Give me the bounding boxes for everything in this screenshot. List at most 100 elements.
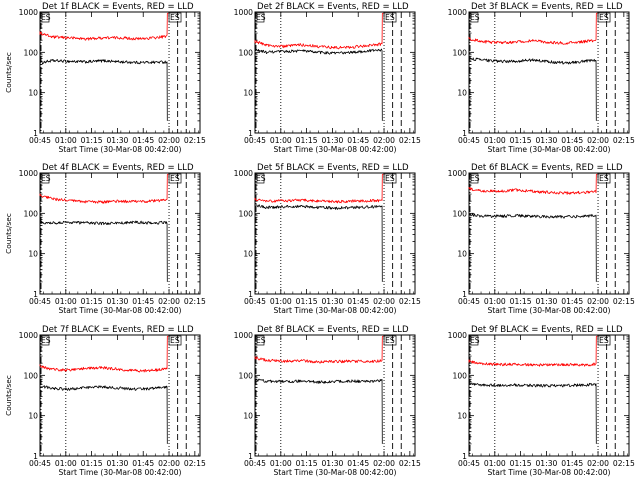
panel-3-xtick-label: 01:15 [510,136,532,145]
panel-9-ytick-label: 1000 [448,331,467,340]
panel-7-ytick-label: 1000 [19,331,38,340]
panel-7-ytick-label: 10 [28,412,38,421]
panel-8-title: Det 8f BLACK = Events, RED = LLD [257,325,409,335]
panel-7-marker-start-box [39,335,50,346]
panel-1-xtick-label: 00:45 [29,136,51,145]
panel-2-xtick-label: 02:00 [373,136,395,145]
panel-7-ytick-label: 1 [33,452,38,461]
panel-6-xtick-label: 00:45 [458,297,480,306]
panel-4-ylabel: Counts/sec [4,213,13,254]
panel-4-marker-start-box [39,173,50,184]
panel-8-marker-start-box [254,335,265,346]
panel-6-xlabel: Start Time (30-Mar-08 00:42:00) [487,306,610,315]
panel-1-marker-start: ES [41,13,51,22]
panel-1-xtick-label: 01:15 [81,136,103,145]
panel-4-series-lld [39,173,169,204]
panel-2-xtick-label: 01:45 [347,136,369,145]
panel-5-ytick-label: 1000 [234,169,253,178]
panel-1-xtick-label: 02:00 [158,136,180,145]
panel-6-marker-start-box [468,173,479,184]
panel-4-marker-end: ES [170,174,180,183]
panel-5-title: Det 5f BLACK = Events, RED = LLD [257,163,409,173]
panel-3-marker-end-box [597,12,611,23]
panel-2-xtick-label: 00:45 [244,136,266,145]
panel-3-ytick-label: 1000 [448,8,467,17]
panel-7-marker-end-box [168,335,182,346]
panel-6-xtick-label: 01:15 [510,297,532,306]
panel-1-ytick-label: 1000 [19,8,38,17]
panel-2-ytick-label: 1000 [234,8,253,17]
panel-8-ytick-label: 100 [239,371,254,380]
panel-8-xtick-label: 02:15 [399,459,421,468]
panel-5-marker-end-box [383,173,397,184]
panel-7-series-lld [39,335,169,373]
panel-9-series-events [468,382,597,444]
panel-8-series-lld [254,335,384,364]
panel-2-title: Det 2f BLACK = Events, RED = LLD [257,2,409,12]
panel-3-ytick-label: 100 [453,48,468,57]
panel-5-marker-start-box [254,173,265,184]
panel-4-xtick-label: 01:00 [55,297,77,306]
panel-7-xtick-label: 01:15 [81,459,103,468]
panel-3-xlabel: Start Time (30-Mar-08 00:42:00) [487,145,610,154]
panel-1-axes-frame [39,11,201,134]
panel-1-marker-end-box [168,12,182,23]
panel-9-marker-end: ES [599,336,609,345]
panel-4-ytick-label: 100 [24,209,39,218]
panel-4-title: Det 4f BLACK = Events, RED = LLD [42,163,194,173]
panel-5-xlabel: Start Time (30-Mar-08 00:42:00) [273,306,396,315]
panel-6-ytick-label: 10 [457,250,467,259]
panel-6-xtick-label: 02:15 [613,297,635,306]
panel-3-ytick-label: 10 [457,89,467,98]
panel-7-axes-frame [39,334,201,457]
panel-3-xtick-label: 01:30 [535,136,557,145]
panel-6-title: Det 6f BLACK = Events, RED = LLD [471,163,623,173]
panel-1-ytick-label: 100 [24,48,39,57]
panel-1-xtick-label: 01:30 [106,136,128,145]
panel-9-ytick-label: 1 [462,452,467,461]
panel-6-ytick-label: 1000 [448,169,467,178]
panel-3-ytick-label: 1 [462,129,467,138]
panel-1-marker-end: ES [170,13,180,22]
panel-5-axes-frame [254,172,416,295]
panel-7-marker-start: ES [41,336,51,345]
panel-5-marker-end: ES [385,174,395,183]
panel-5-xtick-label: 01:00 [270,297,292,306]
panel-6-marker-end-box [597,173,611,184]
panel-1-series-lld [39,12,169,41]
panel-1-title: Det 1f BLACK = Events, RED = LLD [42,2,194,12]
panel-3-title: Det 3f BLACK = Events, RED = LLD [471,2,623,12]
panel-3-axes-frame [468,11,630,134]
panel-8-ytick-label: 1 [248,452,253,461]
panel-9-ytick-label: 100 [453,371,468,380]
panel-6-series-lld [468,173,598,195]
panel-9-xtick-label: 01:00 [484,459,506,468]
panel-2-xtick-label: 02:15 [399,136,421,145]
panel-4-xtick-label: 01:45 [132,297,154,306]
panel-4-xtick-label: 01:30 [106,297,128,306]
panel-5-xtick-label: 02:00 [373,297,395,306]
panel-8-xtick-label: 01:15 [296,459,318,468]
panel-9-series-lld [468,335,598,367]
panel-5-series-lld [254,173,384,204]
panel-7-xtick-label: 01:00 [55,459,77,468]
panel-3-marker-end: ES [599,13,609,22]
panel-3-series-events [468,57,597,121]
panel-2-xtick-label: 01:15 [296,136,318,145]
panel-1-xtick-label: 01:45 [132,136,154,145]
panel-3-xtick-label: 01:45 [561,136,583,145]
panel-1-ytick-label: 1 [33,129,38,138]
panel-9-ytick-label: 10 [457,412,467,421]
panel-7-title: Det 7f BLACK = Events, RED = LLD [42,325,194,335]
panel-5-xtick-label: 01:30 [321,297,343,306]
panel-5-ytick-label: 100 [239,209,254,218]
panel-5-ytick-label: 1 [248,290,253,299]
panel-6-marker-start: ES [470,174,480,183]
panel-5-xtick-label: 02:15 [399,297,421,306]
panel-4-marker-start: ES [41,174,51,183]
panel-9-xlabel: Start Time (30-Mar-08 00:42:00) [487,468,610,477]
panel-9-xtick-label: 02:15 [613,459,635,468]
panel-7-xlabel: Start Time (30-Mar-08 00:42:00) [58,468,181,477]
